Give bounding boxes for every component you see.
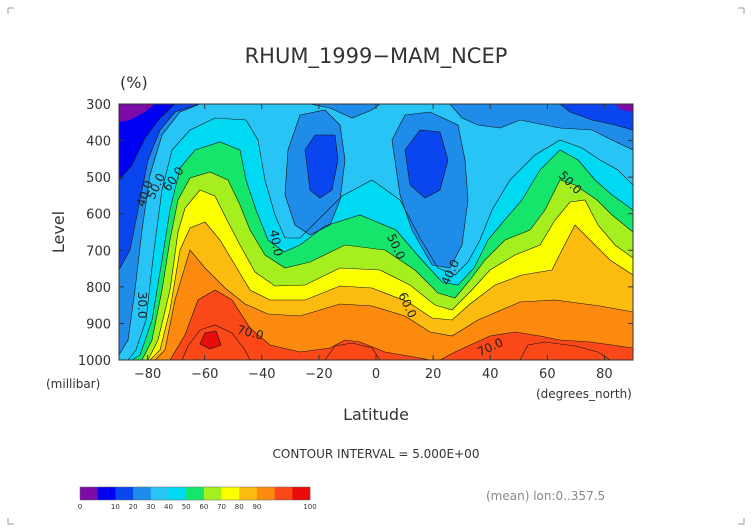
band-fill-20-right: [615, 104, 633, 112]
contour-line-40-right: [449, 104, 633, 151]
y-tick-label: 400: [86, 135, 111, 150]
y-tick-label: 900: [86, 317, 111, 332]
contour-line-80-north: [439, 331, 633, 360]
colorbar-swatch: [256, 487, 275, 500]
colorbar-swatch: [133, 487, 152, 500]
contour-line-pocket-low-right: [404, 129, 449, 199]
band-fill-80: [119, 290, 633, 360]
band-fill-pocket-low-right: [405, 130, 448, 198]
contour-line-pocket-low-left: [304, 134, 339, 199]
colorbar-level-label: 10: [111, 503, 120, 511]
contour-line-40: [119, 104, 201, 356]
contour-line-70: [154, 249, 633, 360]
y-unit-label: (millibar): [46, 377, 100, 391]
colorbar-swatch: [168, 487, 187, 500]
x-tick-label: −40: [248, 367, 275, 382]
contour-line-30: [119, 104, 176, 181]
y-tick-label: 700: [86, 244, 111, 259]
colorbar-level-label: 90: [252, 503, 261, 511]
units-label: (%): [120, 73, 148, 92]
contour-line-35-right: [559, 104, 633, 131]
band-fill-35-right: [560, 104, 633, 130]
band-fill-45: [119, 104, 633, 360]
contour-line-85-north: [519, 341, 611, 360]
contour-label: 30.0: [135, 292, 149, 319]
colorbar-level-label: 40: [164, 503, 173, 511]
contour-label: 70.0: [236, 322, 265, 342]
contour-line-80: [169, 289, 431, 360]
contour-lines: [119, 104, 633, 360]
band-fill-85-core: [200, 331, 221, 349]
x-tick-label: 40: [482, 367, 499, 382]
colorbar-swatch: [150, 487, 169, 500]
colorbar-swatch: [292, 487, 311, 500]
y-tick-label: 1000: [78, 354, 111, 369]
contour-label: 40.0: [267, 229, 285, 258]
x-tick-label: −60: [191, 367, 218, 382]
x-tick-label: 20: [425, 367, 442, 382]
contour-line-65: [149, 221, 633, 360]
contour-plot: 40.050.060.030.040.0 50.060.040.070.070.0…: [119, 104, 633, 360]
y-tick-label: 300: [86, 98, 111, 113]
x-axis: −80 −60 −40 −20 0 20 40 60 80: [134, 104, 613, 382]
x-tick-label: 60: [539, 367, 556, 382]
x-axis-label: Latitude: [343, 405, 409, 424]
band-fill-pocket-low-left: [305, 135, 338, 198]
x-unit-label: (degrees_north): [536, 387, 632, 401]
colorbar-level-label: 50: [182, 503, 191, 511]
colorbar-level-label: 0: [78, 503, 82, 511]
contour-line-35: [119, 104, 201, 271]
colorbar-swatch: [274, 487, 293, 500]
contour-line-60: [147, 189, 633, 360]
band-fill-20-left: [119, 104, 155, 122]
colorbar-swatch: [239, 487, 258, 500]
colorbar-swatch: [221, 487, 240, 500]
contour-line-pocket-nh: [391, 111, 469, 269]
y-axis: 300 400 500 600 700 800 900 1000: [78, 98, 633, 369]
y-tick-label: 500: [86, 171, 111, 186]
colorbar-level-label: 60: [199, 503, 208, 511]
x-tick-label: −20: [305, 367, 332, 382]
x-tick-label: 80: [596, 367, 613, 382]
contour-line-55: [141, 171, 633, 360]
contour-line-pocket-midlat: [284, 109, 346, 236]
band-fill-85-north: [520, 342, 610, 360]
contour-line-40-mid: [309, 104, 381, 119]
contour-line-45: [127, 117, 633, 360]
chart-title: RHUM_1999−MAM_NCEP: [245, 44, 508, 69]
colorbar-level-label: 80: [235, 503, 244, 511]
colorbar-level-label: 30: [146, 503, 155, 511]
colorbar-swatch: [186, 487, 205, 500]
colorbar-swatch: [97, 487, 116, 500]
y-tick-label: 800: [86, 281, 111, 296]
contour-interval-label: CONTOUR INTERVAL = 5.000E+00: [273, 447, 480, 461]
y-tick-label: 600: [86, 208, 111, 223]
x-tick-label: −80: [134, 367, 161, 382]
y-axis-label: Level: [49, 211, 68, 253]
colorbar-swatch: [115, 487, 134, 500]
x-tick-label: 0: [372, 367, 380, 382]
contour-line-50: [131, 141, 633, 360]
colorbar-swatch: [80, 487, 98, 500]
contour-line-85-south: [181, 324, 251, 360]
contour-line-85-equator: [324, 342, 381, 360]
corner-marks: [7, 7, 745, 525]
footer-note: (mean) lon:0..357.5: [486, 489, 605, 503]
colorbar-level-label: 20: [129, 503, 138, 511]
colorbar-level-label: 70: [217, 503, 226, 511]
colorbar-swatch: [203, 487, 222, 500]
colorbar-frame: [79, 486, 311, 501]
contour-line-85-core: [199, 330, 222, 350]
colorbar: 0 10 20 30 40 50 60 70 80 90 100: [78, 486, 317, 511]
band-fill-85-equator: [325, 343, 380, 360]
colorbar-level-label: 100: [303, 503, 316, 511]
band-fill-30: [119, 104, 175, 180]
